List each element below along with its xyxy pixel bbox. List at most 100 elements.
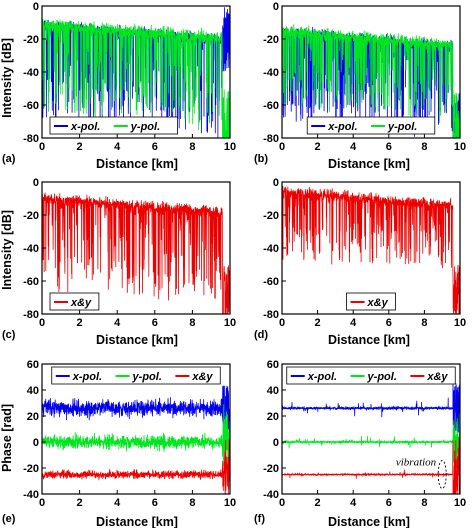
panel-label-c: (c): [2, 329, 16, 341]
legend-a: x-pol. y-pol.: [49, 116, 178, 135]
panel-label-b: (b): [254, 153, 268, 165]
x-tick-label-4: 4: [114, 497, 121, 509]
legend-label-1: y-pol.: [130, 121, 160, 133]
x-tick-label-8: 8: [189, 317, 195, 329]
legend-label-0: x-pol.: [72, 371, 102, 383]
y-tick-label-60: 60: [27, 359, 39, 371]
x-tick-label-6: 6: [386, 497, 392, 509]
x-tick-label-6: 6: [152, 317, 158, 329]
x-tick-label-2: 2: [77, 317, 83, 329]
y-tick-label--60: -60: [23, 100, 39, 112]
series-line-ypol: [282, 24, 460, 138]
x-tick-label-6: 6: [386, 141, 392, 153]
legend-box-f: [286, 366, 456, 385]
series-line-xy: [42, 192, 230, 314]
x-tick-label-6: 6: [152, 497, 158, 509]
y-tick-label-60: 60: [267, 359, 279, 371]
y-tick-label--40: -40: [263, 489, 279, 501]
x-tick-label-8: 8: [421, 141, 427, 153]
x-tick-label-6: 6: [386, 317, 392, 329]
x-tick-label-0: 0: [39, 141, 45, 153]
y-tick-label-20: 20: [27, 411, 39, 423]
legend-b: x-pol. y-pol.: [306, 116, 436, 135]
vibration-annotation: vibration: [396, 457, 437, 469]
series-line-xy: [282, 437, 460, 494]
x-tick-label-8: 8: [189, 497, 195, 509]
x-tick-label-2: 2: [77, 141, 83, 153]
y-tick-label--60: -60: [23, 276, 39, 288]
y-tick-label-40: 40: [27, 385, 39, 397]
series-line-xy: [282, 185, 460, 314]
intensity-y-label-top: Intensity [dB]: [0, 38, 14, 118]
x-tick-label-4: 4: [114, 141, 121, 153]
legend-f: x-pol. y-pol. x&y: [286, 366, 456, 385]
y-tick-label--80: -80: [23, 133, 39, 145]
y-tick-label-0: 0: [33, 1, 39, 13]
x-tick-label-8: 8: [421, 497, 427, 509]
panel-label-e: (e): [2, 513, 16, 525]
legend-label-0: x-pol.: [70, 121, 100, 133]
x-tick-label-2: 2: [315, 141, 321, 153]
distance-x-label-d: Distance [km]: [328, 333, 410, 347]
y-tick-label--40: -40: [263, 67, 279, 79]
vibration-ellipse: [437, 460, 447, 489]
legend-label-0: x-pol.: [327, 121, 357, 133]
legend-box-d: [346, 292, 396, 311]
series-line-ypol: [282, 412, 460, 469]
x-tick-label-4: 4: [350, 497, 357, 509]
y-tick-label--80: -80: [263, 309, 279, 321]
series-line-ypol: [42, 19, 230, 138]
plot-a: 0 2 4 6 8 10 0 -20 -40 -60 -80 x-pol. y-pol.: [23, 1, 236, 153]
x-tick-label-2: 2: [315, 317, 321, 329]
distance-x-label-b: Distance [km]: [328, 157, 410, 171]
x-tick-label-4: 4: [350, 317, 357, 329]
plot-d: 0 2 4 6 8 10 0 -20 -40 -60 -80 x&y: [263, 177, 466, 329]
y-tick-label--60: -60: [263, 100, 279, 112]
x-tick-label-10: 10: [454, 141, 466, 153]
x-tick-label-10: 10: [454, 497, 466, 509]
panel-label-f: (f): [254, 513, 265, 525]
x-tick-label-10: 10: [224, 497, 236, 509]
legend-label-1: y-pol.: [367, 371, 397, 383]
traces-f: [282, 377, 460, 494]
x-tick-label-8: 8: [421, 317, 427, 329]
plot-f: 0 2 4 6 8 10 60 40 20 0 -20 -40 x-pol. y-pol. x&y vibra…: [263, 359, 466, 509]
x-tick-label-10: 10: [454, 317, 466, 329]
x-tick-label-4: 4: [350, 141, 357, 153]
plot-e: 0 2 4 6 8 10 60 40 20 0 -20 -40 x-pol. y-pol. x&y: [23, 359, 236, 509]
y-tick-label-0: 0: [273, 437, 279, 449]
phase-y-label: Phase [rad]: [0, 404, 14, 472]
y-tick-label--20: -20: [23, 34, 39, 46]
legend-label-2: x&y: [426, 371, 448, 383]
traces-b: [282, 24, 460, 138]
y-tick-label--40: -40: [23, 243, 39, 255]
x-tick-label-8: 8: [189, 141, 195, 153]
y-tick-label--80: -80: [263, 133, 279, 145]
x-tick-label-2: 2: [77, 497, 83, 509]
distance-x-label-e: Distance [km]: [96, 515, 178, 528]
distance-x-label-f: Distance [km]: [328, 515, 410, 528]
x-tick-label-0: 0: [39, 497, 45, 509]
legend-label-1: y-pol.: [132, 371, 162, 383]
y-tick-label--20: -20: [263, 463, 279, 475]
legend-label-0: x&y: [70, 297, 92, 309]
x-tick-label-0: 0: [279, 317, 285, 329]
legend-box-c: [49, 292, 100, 311]
series-line-xpol: [42, 385, 230, 444]
y-tick-label--80: -80: [23, 309, 39, 321]
y-tick-label-0: 0: [273, 1, 279, 13]
series-line-xpol: [282, 377, 460, 443]
y-tick-label--20: -20: [263, 210, 279, 222]
axes-frame-e: [41, 363, 231, 495]
y-tick-label--40: -40: [23, 489, 39, 501]
y-tick-label-0: 0: [33, 437, 39, 449]
legend-label-1: y-pol.: [387, 121, 417, 133]
panel-label-d: (d): [254, 329, 268, 341]
distance-x-label-c: Distance [km]: [96, 333, 178, 347]
legend-label-0: x-pol.: [307, 371, 337, 383]
y-tick-label-20: 20: [267, 411, 279, 423]
x-tick-label-0: 0: [279, 141, 285, 153]
series-line-xy: [42, 439, 230, 494]
series-line-ypol: [42, 404, 230, 473]
